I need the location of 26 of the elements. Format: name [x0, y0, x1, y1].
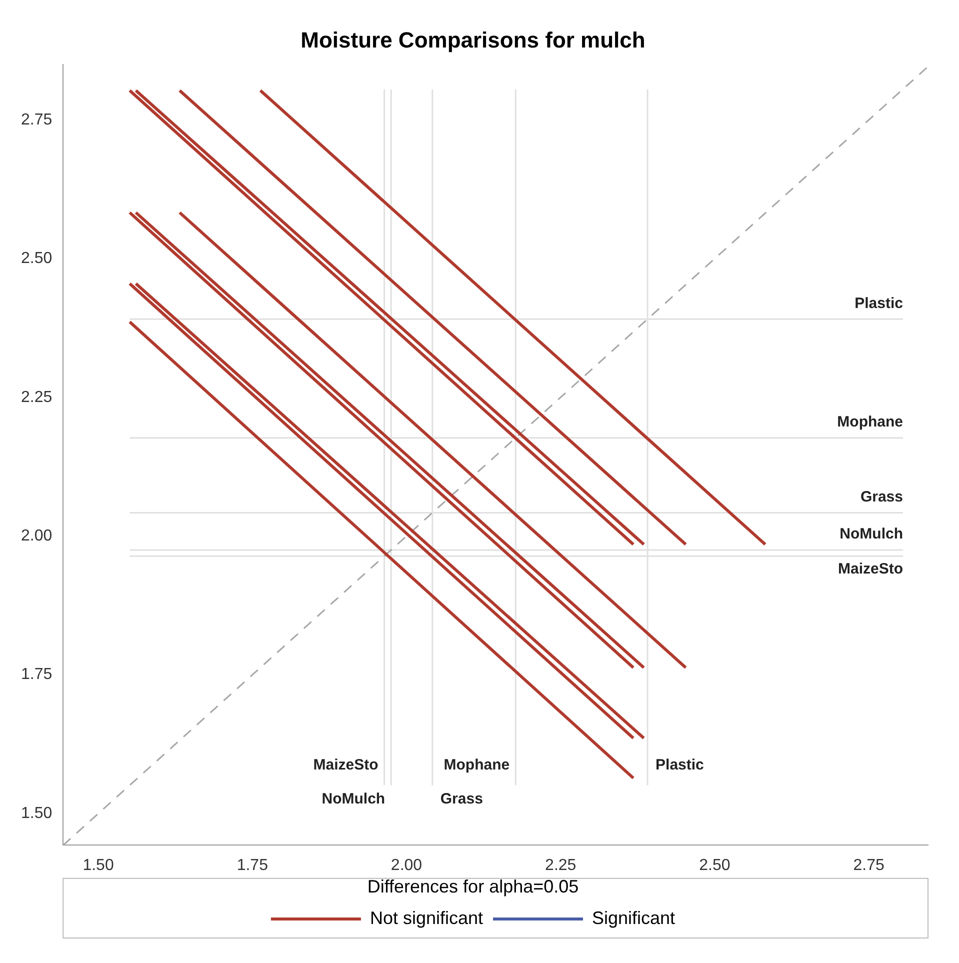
- y-tick-label: 1.50: [21, 804, 52, 822]
- ref-line-label: MaizeSto: [313, 756, 378, 774]
- legend-title: Differences for alpha=0.05: [367, 876, 579, 896]
- y-tick-label: 2.00: [21, 528, 52, 545]
- ref-line-label: NoMulch: [322, 790, 386, 808]
- legend-label: Not significant: [370, 908, 484, 928]
- chart-title: Moisture Comparisons for mulch: [300, 27, 646, 52]
- ref-line-label: Grass: [440, 790, 483, 808]
- ref-line-label: MaizeSto: [838, 560, 903, 578]
- ref-line-label: Plastic: [656, 756, 704, 774]
- legend-label: Significant: [592, 908, 676, 928]
- ref-line-label: NoMulch: [840, 526, 903, 543]
- ref-line-label: Mophane: [837, 414, 903, 431]
- x-tick-label: 2.00: [390, 857, 422, 874]
- y-tick-label: 1.75: [21, 666, 52, 684]
- y-tick-label: 2.50: [21, 250, 52, 268]
- x-tick-label: 1.50: [82, 857, 114, 874]
- x-tick-label: 2.25: [545, 857, 576, 874]
- y-tick-label: 2.75: [21, 111, 52, 128]
- x-tick-label: 2.50: [699, 857, 730, 874]
- x-tick-label: 2.75: [853, 857, 884, 874]
- ref-line-label: Plastic: [854, 294, 903, 312]
- ref-line-label: Mophane: [444, 756, 510, 774]
- ref-line-label: Grass: [860, 488, 903, 506]
- x-tick-label: 1.75: [236, 857, 268, 874]
- y-tick-label: 2.25: [21, 388, 52, 406]
